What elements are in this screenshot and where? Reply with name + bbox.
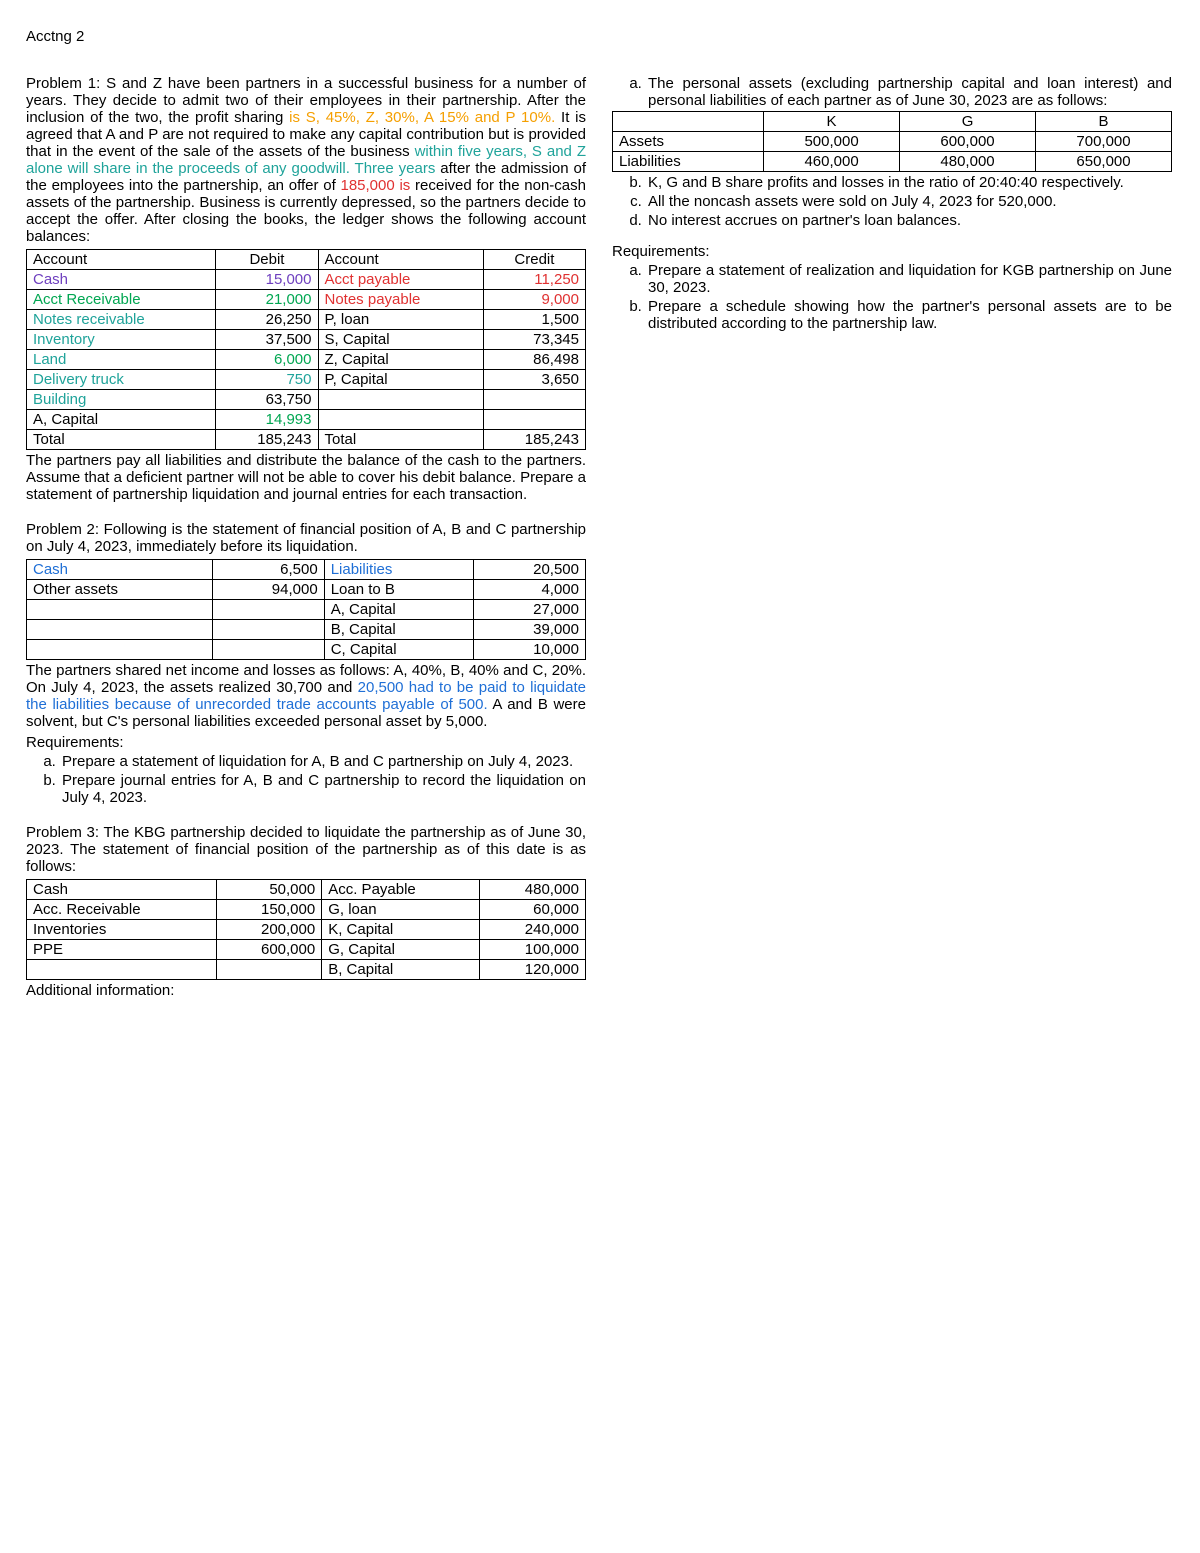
- table-row: Cash15,000Acct payable11,250: [27, 270, 586, 290]
- table-row: Delivery truck750P, Capital3,650: [27, 370, 586, 390]
- table-row: Inventory37,500S, Capital73,345: [27, 330, 586, 350]
- table-row: Inventories200,000K, Capital240,000: [27, 920, 586, 940]
- p1-intro: Problem 1: S and Z have been partners in…: [26, 75, 586, 245]
- table-row: Cash6,500Liabilities20,500: [27, 560, 586, 580]
- p2-req-a: Prepare a statement of liquidation for A…: [60, 753, 586, 770]
- table-row: Assets500,000600,000700,000: [613, 132, 1172, 152]
- note-d: No interest accrues on partner's loan ba…: [646, 212, 1172, 229]
- table-row: Building63,750: [27, 390, 586, 410]
- table-row: C, Capital10,000: [27, 640, 586, 660]
- table-row: A, Capital14,993: [27, 410, 586, 430]
- page-title: Acctng 2: [26, 28, 1174, 45]
- p3-req-b: Prepare a schedule showing how the partn…: [646, 298, 1172, 332]
- note-a: The personal assets (excluding partnersh…: [646, 75, 1172, 109]
- p2-table: Cash6,500Liabilities20,500Other assets94…: [26, 559, 586, 660]
- p3-intro: Problem 3: The KBG partnership decided t…: [26, 824, 586, 875]
- right-column: The personal assets (excluding partnersh…: [612, 75, 1172, 1017]
- table-row: Other assets94,000Loan to B4,000: [27, 580, 586, 600]
- table-row: Liabilities460,000480,000650,000: [613, 152, 1172, 172]
- p3-requirements: Prepare a statement of realization and l…: [612, 262, 1172, 332]
- table-row: A, Capital27,000: [27, 600, 586, 620]
- table-row: PPE600,000G, Capital100,000: [27, 940, 586, 960]
- table-row: Land6,000Z, Capital86,498: [27, 350, 586, 370]
- problem-1: Problem 1: S and Z have been partners in…: [26, 75, 586, 503]
- table-row: Total185,243Total185,243: [27, 430, 586, 450]
- left-column: Problem 1: S and Z have been partners in…: [26, 75, 586, 1017]
- note-b: K, G and B share profits and losses in t…: [646, 174, 1172, 191]
- problem-2: Problem 2: Following is the statement of…: [26, 521, 586, 806]
- note-c: All the noncash assets were sold on July…: [646, 193, 1172, 210]
- p2-requirements: Prepare a statement of liquidation for A…: [26, 753, 586, 806]
- p2-req-b: Prepare journal entries for A, B and C p…: [60, 772, 586, 806]
- problem-3: Problem 3: The KBG partnership decided t…: [26, 824, 586, 999]
- p3-table: Cash50,000Acc. Payable480,000Acc. Receiv…: [26, 879, 586, 980]
- page: Problem 1: S and Z have been partners in…: [26, 75, 1174, 1017]
- p3-req-label: Requirements:: [612, 243, 1172, 260]
- kgb-table: K G B Assets500,000600,000700,000Liabili…: [612, 111, 1172, 172]
- p1-post: The partners pay all liabilities and dis…: [26, 452, 586, 503]
- table-row: B, Capital39,000: [27, 620, 586, 640]
- table-row: Acc. Receivable150,000G, loan60,000: [27, 900, 586, 920]
- table-row: Cash50,000Acc. Payable480,000: [27, 880, 586, 900]
- p1-ledger-table: Account Debit Account Credit Cash15,000A…: [26, 249, 586, 450]
- p2-mid: The partners shared net income and losse…: [26, 662, 586, 730]
- p3-notes-cont: K, G and B share profits and losses in t…: [612, 174, 1172, 229]
- p2-req-label: Requirements:: [26, 734, 586, 751]
- table-row: B, Capital120,000: [27, 960, 586, 980]
- table-row: Acct Receivable21,000Notes payable9,000: [27, 290, 586, 310]
- table-row: Notes receivable26,250P, loan1,500: [27, 310, 586, 330]
- p3-notes: The personal assets (excluding partnersh…: [612, 75, 1172, 109]
- p3-req-a: Prepare a statement of realization and l…: [646, 262, 1172, 296]
- p2-intro: Problem 2: Following is the statement of…: [26, 521, 586, 555]
- p3-additional: Additional information:: [26, 982, 586, 999]
